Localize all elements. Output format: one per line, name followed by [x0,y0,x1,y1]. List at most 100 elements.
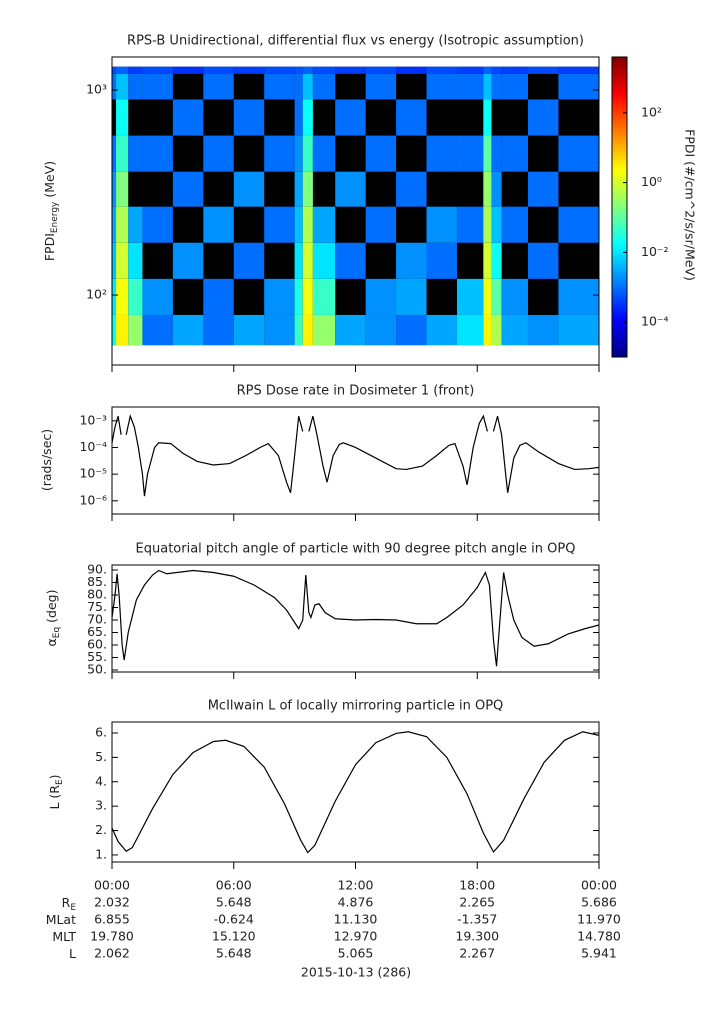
heatmap-cell [335,66,366,74]
colorbar-swatch [612,122,627,125]
colorbar-swatch [612,84,627,88]
heatmap-cell [312,66,336,74]
heatmap-cell [527,171,559,207]
heatmap-cell [128,278,143,315]
heatmap-cell [294,99,303,136]
colorbar-swatch [612,117,627,120]
colorbar-swatch [612,307,627,310]
x-tick-label: 00:00 [94,878,130,893]
heatmap-cell [491,206,502,243]
colorbar-swatch [612,234,627,238]
heatmap-cell [558,206,599,243]
heatmap-cell [302,171,313,207]
colorbar-swatch [612,102,627,105]
heatmap-cell [203,135,234,172]
plot-area [112,414,599,497]
ephemeris-value: 2.032 [94,895,130,910]
heatmap-cell [491,242,502,279]
heatmap-cell [302,99,313,136]
ephemeris-value: -0.624 [214,912,254,927]
label-part: (rads/sec) [39,429,54,491]
colorbar-swatch [612,137,627,140]
colorbar-swatch [612,249,627,253]
colorbar-swatch [612,312,627,315]
colorbar-swatch [612,119,627,123]
x-tick-label: 00:00 [581,878,617,893]
colorbar-swatch [612,199,627,203]
heatmap-cell [112,206,117,243]
label-part: L (R [47,785,62,810]
heatmap-cell [396,99,427,136]
y-tick-label: 10² [86,287,107,302]
heatmap-cell [335,242,366,279]
heatmap-cell [365,314,397,346]
colorbar-swatch [612,162,627,165]
y-tick-label: 5. [95,749,107,764]
ephemeris-value: 19.300 [455,929,499,944]
x-tick-label: 12:00 [337,878,373,893]
heatmap-cell [128,73,143,100]
colorbar-swatch [612,57,627,60]
colorbar-swatch [612,302,627,305]
y-tick-label: 6. [95,724,107,739]
colorbar-swatch [612,194,627,198]
data-line [112,414,599,497]
heatmap-cell [128,66,143,74]
colorbar-swatch [612,172,627,175]
colorbar-swatch [612,197,627,200]
heatmap-cell [203,73,234,100]
colorbar-tick-label: 10⁰ [641,174,662,189]
colorbar-swatch [612,164,627,168]
label-part: α [44,638,59,646]
label-part: (deg) [44,590,59,627]
y-tick-label: 60. [87,637,107,652]
colorbar-swatch [612,329,627,333]
colorbar-swatch [612,282,627,285]
y-tick-label: 55. [87,649,107,664]
heatmap-cell [112,242,117,279]
ephemeris-value: -1.357 [457,912,497,927]
colorbar-swatch [612,62,627,65]
ephemeris-value: 19.780 [90,929,134,944]
heatmap-cell [116,99,129,136]
colorbar-frame [611,56,628,358]
heatmap-cell [142,73,173,100]
colorbar-swatch [612,212,627,215]
colorbar-tick-label: 10⁻⁴ [641,314,669,329]
colorbar-swatch [612,154,627,158]
heatmap-cell [501,66,528,74]
y-axis-label: (rads/sec) [39,429,54,491]
heatmap-cell [264,66,295,74]
colorbar-swatch [612,144,627,148]
y-tick-label: 75. [87,599,107,614]
heatmap-cell [456,73,484,100]
data-line [112,569,599,667]
colorbar-swatch [612,272,627,275]
y-tick-label: 10³ [86,82,107,97]
heatmap-cell [365,73,397,100]
plot-area [112,731,599,854]
ephemeris-value: 5.065 [338,946,374,961]
colorbar-swatch [612,252,627,255]
heatmap-cell [112,66,117,74]
colorbar-swatch [612,189,627,193]
colorbar-swatch [612,187,627,190]
heatmap-cell [172,66,204,74]
heatmap-cell [456,135,484,172]
heatmap-cell [233,99,265,136]
heatmap-cell [116,206,129,243]
heatmap-cell [491,278,502,315]
colorbar-swatch [612,72,627,75]
panel-title: RPS-B Unidirectional, differential flux … [127,34,584,49]
y-axis-label: L (RE) [47,774,65,809]
heatmap-cell [426,242,457,279]
y-tick-label: 3. [95,798,107,813]
ephemeris-value: 5.941 [581,946,617,961]
label-part: (MeV) [42,161,57,202]
heatmap-cell [112,314,117,346]
heatmap-cell [491,314,502,346]
heatmap-cell [527,242,559,279]
heatmap-cell [396,314,427,346]
heatmap-cell [172,242,204,279]
